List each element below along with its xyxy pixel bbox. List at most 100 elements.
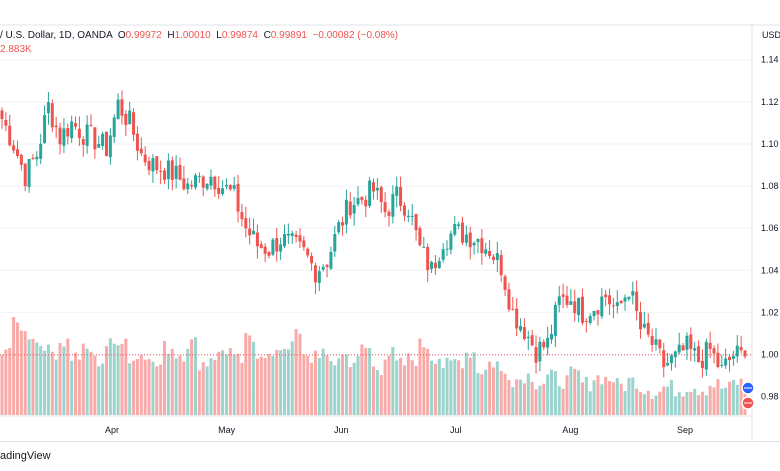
volume-bar: [35, 342, 39, 415]
candle-body: [700, 360, 704, 369]
candle-body: [279, 244, 283, 252]
candle-body: [457, 224, 461, 227]
volume-bar: [724, 387, 728, 415]
y-tick-label: 1.00: [761, 349, 779, 359]
candle-body: [255, 232, 259, 247]
candle-body: [611, 305, 615, 307]
volume-bar: [491, 367, 495, 415]
candle-body: [271, 239, 275, 255]
volume-bar: [639, 392, 643, 415]
volume-bar: [112, 343, 116, 415]
x-tick-label: Apr: [105, 425, 119, 435]
candle-body: [344, 199, 348, 225]
candle-body: [248, 228, 252, 236]
candle-body: [197, 175, 201, 177]
candle-body: [85, 124, 89, 146]
candle-body: [430, 261, 434, 269]
volume-bar: [472, 352, 476, 415]
candle-body: [4, 119, 8, 126]
candle-body: [550, 334, 554, 340]
candle-body: [15, 149, 19, 156]
volume-bar: [654, 395, 658, 415]
x-tick-label: Jun: [334, 425, 349, 435]
candle-body: [507, 289, 511, 310]
volume-bar: [302, 354, 306, 415]
volume-bar: [0, 354, 4, 415]
volume-bar: [550, 369, 554, 415]
volume-bar: [193, 337, 197, 415]
price-chart[interactable]: USD 1.14 1.12 1.10 1.08 1.06 1.04 1.02 1.00 0.98 A…: [0, 0, 780, 441]
volume-bar: [108, 338, 112, 415]
candle-body: [39, 143, 43, 159]
candle-body: [445, 248, 449, 250]
candle-body: [93, 127, 97, 150]
candle-body: [298, 235, 302, 242]
volume-bar: [348, 367, 352, 415]
candle-body: [108, 135, 112, 158]
volume-bar: [375, 370, 379, 415]
candle-body: [348, 201, 352, 216]
open-label: O: [117, 30, 126, 41]
volume-bar: [81, 343, 85, 415]
candle-body: [488, 251, 492, 257]
volume-bar: [89, 351, 93, 415]
volume-bar: [704, 395, 708, 415]
candle-body: [553, 305, 557, 337]
candle-body: [391, 194, 395, 217]
volume-bar: [410, 360, 414, 415]
candle-body: [193, 175, 197, 188]
flag-icon[interactable]: [741, 396, 755, 410]
candle-body: [313, 265, 317, 283]
volume-bar: [325, 355, 329, 415]
candle-body: [635, 291, 639, 312]
candle-body: [449, 233, 453, 250]
candle-body: [693, 348, 697, 351]
y-tick-label: 1.14: [761, 55, 779, 65]
candle-body: [294, 234, 298, 238]
volume-bar: [557, 386, 561, 415]
candle-body: [252, 230, 256, 235]
volume-bar: [399, 357, 403, 415]
volume-bar: [693, 388, 697, 415]
volume-bar: [433, 363, 437, 415]
candle-body: [379, 187, 383, 203]
brand-label[interactable]: adingView: [0, 450, 51, 462]
volume-bar: [395, 360, 399, 415]
candle-body: [669, 355, 673, 364]
candle-body: [402, 205, 406, 216]
candle-body: [120, 99, 124, 116]
candle-body: [557, 296, 561, 306]
high-label: H: [167, 30, 175, 41]
volume-bar: [19, 330, 23, 415]
volume-bar: [666, 386, 670, 415]
volume-bar: [286, 349, 290, 415]
volume-bar: [344, 354, 348, 415]
flag-icon[interactable]: [741, 381, 755, 395]
candle-body: [503, 276, 507, 290]
volume-bar: [166, 353, 170, 415]
volume-bar: [15, 322, 19, 415]
candle-body: [104, 131, 108, 157]
volume-bar: [128, 363, 132, 415]
volume-bar: [12, 317, 16, 415]
candle-body: [263, 246, 267, 254]
volume-bar: [577, 370, 581, 415]
volume-bar: [391, 346, 395, 415]
volume-bar: [174, 358, 178, 415]
candle-body: [290, 233, 294, 236]
volume-bar: [538, 385, 542, 415]
volume-bar: [77, 359, 81, 415]
candle-body: [480, 238, 484, 254]
candle-body: [213, 176, 217, 190]
volume-bar: [468, 357, 472, 415]
candle-body: [627, 296, 631, 300]
change-value: −0.00082 (−0.08%): [312, 30, 399, 41]
volume-bar: [27, 339, 31, 415]
volume-bar: [282, 348, 286, 415]
volume-bar: [700, 391, 704, 415]
y-tick-label: 1.04: [761, 265, 779, 275]
volume-bar: [132, 360, 136, 415]
volume-bar: [662, 386, 666, 415]
candle-body: [341, 222, 345, 226]
symbol-label[interactable]: / U.S. Dollar, 1D, OANDA: [0, 30, 113, 41]
